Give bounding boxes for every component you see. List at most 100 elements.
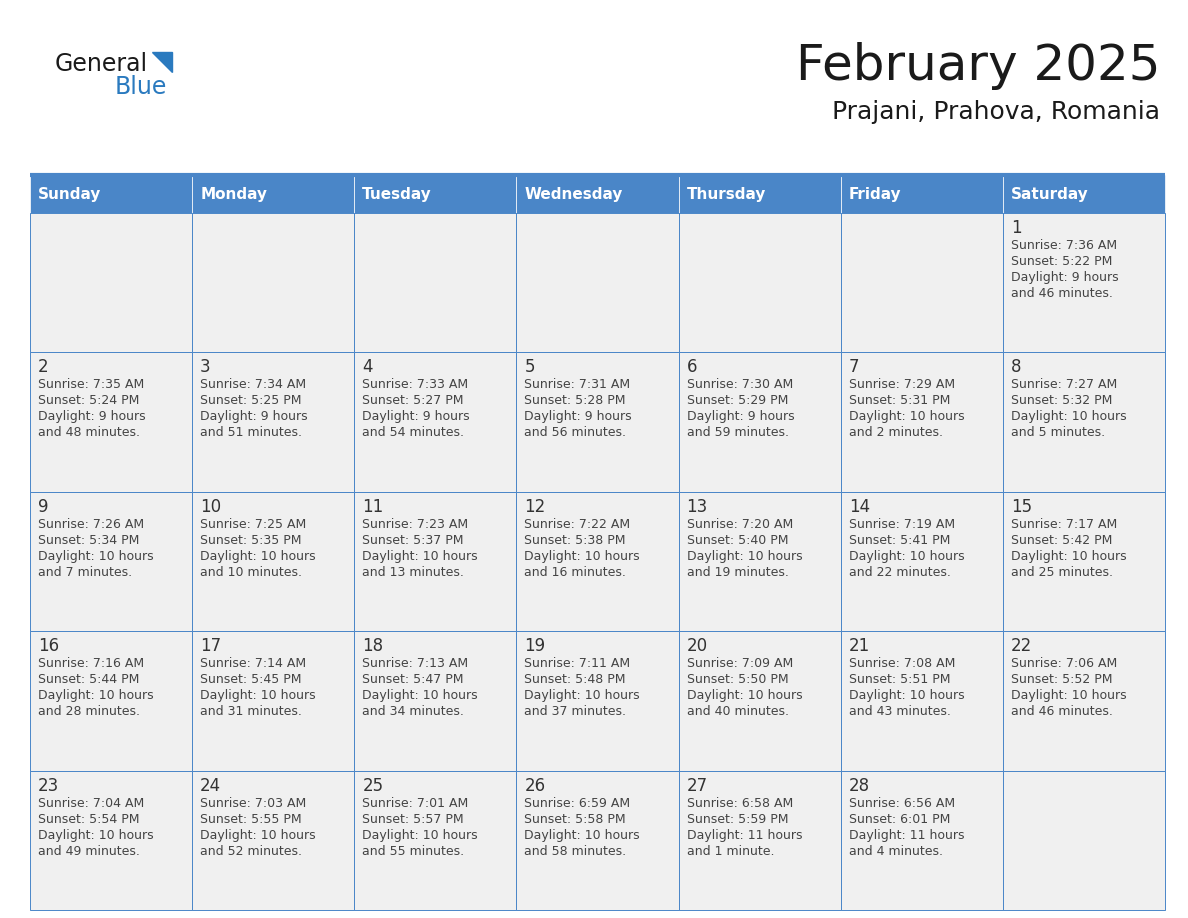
Text: Daylight: 10 hours: Daylight: 10 hours <box>38 689 153 702</box>
Bar <box>841 770 1003 910</box>
Text: 20: 20 <box>687 637 708 655</box>
Text: Sunset: 5:54 PM: Sunset: 5:54 PM <box>38 812 139 825</box>
Bar <box>192 632 354 770</box>
Text: Sunset: 5:28 PM: Sunset: 5:28 PM <box>524 395 626 408</box>
Text: Sunrise: 7:11 AM: Sunrise: 7:11 AM <box>524 657 631 670</box>
Text: and 19 minutes.: and 19 minutes. <box>687 565 789 579</box>
Bar <box>354 353 517 492</box>
Text: Sunrise: 6:58 AM: Sunrise: 6:58 AM <box>687 797 792 810</box>
Bar <box>30 213 192 353</box>
Text: Sunrise: 7:06 AM: Sunrise: 7:06 AM <box>1011 657 1117 670</box>
Bar <box>192 213 354 353</box>
Text: Sunrise: 7:30 AM: Sunrise: 7:30 AM <box>687 378 792 391</box>
Text: Sunset: 5:48 PM: Sunset: 5:48 PM <box>524 673 626 686</box>
Text: Daylight: 11 hours: Daylight: 11 hours <box>687 829 802 842</box>
Text: Sunrise: 7:13 AM: Sunrise: 7:13 AM <box>362 657 468 670</box>
Text: Daylight: 10 hours: Daylight: 10 hours <box>200 689 316 702</box>
Text: 4: 4 <box>362 358 373 376</box>
Text: 6: 6 <box>687 358 697 376</box>
Text: Thursday: Thursday <box>687 186 766 201</box>
Bar <box>517 353 678 492</box>
Text: 11: 11 <box>362 498 384 516</box>
Bar <box>1003 175 1165 213</box>
Bar <box>678 353 841 492</box>
Text: Daylight: 10 hours: Daylight: 10 hours <box>687 689 802 702</box>
Polygon shape <box>152 52 172 72</box>
Text: 2: 2 <box>38 358 49 376</box>
Text: Sunrise: 6:56 AM: Sunrise: 6:56 AM <box>848 797 955 810</box>
Bar <box>841 175 1003 213</box>
Text: Sunrise: 7:19 AM: Sunrise: 7:19 AM <box>848 518 955 531</box>
Text: Daylight: 10 hours: Daylight: 10 hours <box>362 829 478 842</box>
Bar <box>354 213 517 353</box>
Text: Sunset: 5:52 PM: Sunset: 5:52 PM <box>1011 673 1112 686</box>
Text: Daylight: 9 hours: Daylight: 9 hours <box>38 410 146 423</box>
Text: Sunrise: 7:20 AM: Sunrise: 7:20 AM <box>687 518 792 531</box>
Text: and 37 minutes.: and 37 minutes. <box>524 705 626 718</box>
Text: Daylight: 10 hours: Daylight: 10 hours <box>200 550 316 563</box>
Text: and 7 minutes.: and 7 minutes. <box>38 565 132 579</box>
Text: and 48 minutes.: and 48 minutes. <box>38 426 140 440</box>
Text: Wednesday: Wednesday <box>524 186 623 201</box>
Text: Daylight: 10 hours: Daylight: 10 hours <box>848 410 965 423</box>
Text: and 55 minutes.: and 55 minutes. <box>362 845 465 857</box>
Text: Daylight: 10 hours: Daylight: 10 hours <box>1011 550 1126 563</box>
Text: Daylight: 9 hours: Daylight: 9 hours <box>687 410 795 423</box>
Text: Sunset: 5:44 PM: Sunset: 5:44 PM <box>38 673 139 686</box>
Bar <box>517 492 678 632</box>
Text: Sunset: 5:51 PM: Sunset: 5:51 PM <box>848 673 950 686</box>
Text: Sunrise: 7:16 AM: Sunrise: 7:16 AM <box>38 657 144 670</box>
Bar <box>1003 213 1165 353</box>
Bar <box>678 175 841 213</box>
Bar <box>192 353 354 492</box>
Text: Sunset: 5:34 PM: Sunset: 5:34 PM <box>38 533 139 547</box>
Text: Sunset: 5:40 PM: Sunset: 5:40 PM <box>687 533 788 547</box>
Text: Daylight: 10 hours: Daylight: 10 hours <box>524 550 640 563</box>
Text: Sunset: 5:57 PM: Sunset: 5:57 PM <box>362 812 463 825</box>
Text: 7: 7 <box>848 358 859 376</box>
Text: 19: 19 <box>524 637 545 655</box>
Text: Daylight: 10 hours: Daylight: 10 hours <box>362 550 478 563</box>
Bar <box>1003 492 1165 632</box>
Bar <box>30 353 192 492</box>
Text: Friday: Friday <box>848 186 902 201</box>
Text: Blue: Blue <box>115 75 168 99</box>
Bar <box>192 492 354 632</box>
Text: Daylight: 10 hours: Daylight: 10 hours <box>524 829 640 842</box>
Text: Sunset: 5:29 PM: Sunset: 5:29 PM <box>687 395 788 408</box>
Bar <box>1003 353 1165 492</box>
Text: Prajani, Prahova, Romania: Prajani, Prahova, Romania <box>832 100 1159 124</box>
Text: 9: 9 <box>38 498 49 516</box>
Text: 1: 1 <box>1011 219 1022 237</box>
Text: and 31 minutes.: and 31 minutes. <box>200 705 302 718</box>
Text: Daylight: 9 hours: Daylight: 9 hours <box>524 410 632 423</box>
Text: Daylight: 9 hours: Daylight: 9 hours <box>1011 271 1118 284</box>
Text: and 46 minutes.: and 46 minutes. <box>1011 287 1113 300</box>
Text: 16: 16 <box>38 637 59 655</box>
Text: and 16 minutes.: and 16 minutes. <box>524 565 626 579</box>
Bar <box>1003 770 1165 910</box>
Text: Sunset: 5:37 PM: Sunset: 5:37 PM <box>362 533 463 547</box>
Bar <box>354 770 517 910</box>
Text: Daylight: 10 hours: Daylight: 10 hours <box>687 550 802 563</box>
Text: 5: 5 <box>524 358 535 376</box>
Text: Sunrise: 7:27 AM: Sunrise: 7:27 AM <box>1011 378 1117 391</box>
Bar <box>354 632 517 770</box>
Bar <box>30 632 192 770</box>
Text: 13: 13 <box>687 498 708 516</box>
Text: Sunset: 5:24 PM: Sunset: 5:24 PM <box>38 395 139 408</box>
Text: Sunday: Sunday <box>38 186 101 201</box>
Text: Sunrise: 7:17 AM: Sunrise: 7:17 AM <box>1011 518 1117 531</box>
Text: 17: 17 <box>200 637 221 655</box>
Text: Daylight: 9 hours: Daylight: 9 hours <box>362 410 470 423</box>
Text: Sunset: 5:35 PM: Sunset: 5:35 PM <box>200 533 302 547</box>
Text: Daylight: 10 hours: Daylight: 10 hours <box>848 550 965 563</box>
Text: Daylight: 10 hours: Daylight: 10 hours <box>38 550 153 563</box>
Bar <box>517 632 678 770</box>
Text: and 59 minutes.: and 59 minutes. <box>687 426 789 440</box>
Text: 23: 23 <box>38 777 59 795</box>
Text: and 10 minutes.: and 10 minutes. <box>200 565 302 579</box>
Text: Sunrise: 7:23 AM: Sunrise: 7:23 AM <box>362 518 468 531</box>
Text: and 22 minutes.: and 22 minutes. <box>848 565 950 579</box>
Text: Monday: Monday <box>200 186 267 201</box>
